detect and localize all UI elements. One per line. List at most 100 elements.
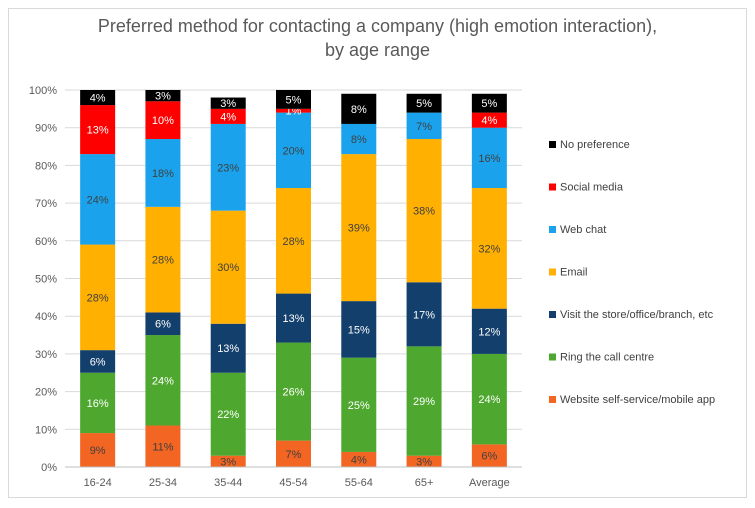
y-tick-label: 40%	[35, 311, 57, 323]
data-label: 18%	[152, 168, 174, 180]
bar-segment	[276, 293, 311, 343]
x-tick-label: 16-24	[84, 477, 112, 489]
bar-segment	[276, 440, 311, 467]
y-tick-label: 80%	[35, 160, 57, 172]
bar-segment	[80, 244, 116, 351]
legend-swatch	[549, 353, 556, 361]
bar-segment	[471, 353, 507, 445]
data-label: 6%	[90, 356, 106, 368]
y-tick-label: 50%	[35, 274, 57, 286]
bar-segment	[406, 93, 442, 113]
bar-segment	[276, 342, 311, 441]
data-label: 5%	[481, 98, 497, 110]
bar-segment	[276, 112, 311, 189]
bar-segment	[145, 425, 181, 467]
y-tick-label: 10%	[35, 424, 57, 436]
bar-segment	[276, 90, 311, 109]
bar-segment	[80, 90, 116, 106]
y-tick-label: 70%	[35, 198, 57, 210]
data-label: 12%	[478, 326, 500, 338]
legend-swatch	[549, 311, 556, 318]
x-tick-label: 25-34	[149, 477, 177, 489]
bar-segment	[80, 350, 116, 373]
legend-label: Ring the call centre	[560, 352, 654, 364]
y-tick-label: 90%	[35, 123, 57, 135]
y-tick-label: 20%	[35, 387, 57, 399]
legend-swatch	[549, 268, 556, 276]
bar-segment	[145, 139, 181, 207]
bar-segment	[471, 444, 507, 467]
bar-segment	[80, 372, 116, 434]
data-label: 6%	[155, 319, 171, 331]
bar-segment	[210, 108, 246, 124]
data-label: 24%	[152, 375, 174, 387]
bar-segment	[210, 97, 246, 109]
data-label: 28%	[152, 255, 174, 267]
chart-title: Preferred method for contacting a compan…	[0, 14, 755, 62]
legend-swatch	[549, 226, 556, 233]
data-label: 8%	[351, 104, 367, 116]
bar-segment	[406, 455, 442, 467]
data-label: 17%	[413, 309, 435, 321]
data-label: 4%	[90, 93, 106, 105]
data-label: 28%	[282, 236, 304, 248]
bar-segment	[341, 154, 377, 302]
bar-segment	[210, 372, 246, 456]
data-label: 6%	[481, 451, 497, 463]
legend-label: Website self-service/mobile app	[560, 394, 715, 406]
data-label: 4%	[220, 111, 236, 123]
y-tick-label: 0%	[41, 462, 57, 474]
x-tick-label: 45-54	[279, 477, 307, 489]
chart-title-line-2: by age range	[324, 40, 431, 60]
data-label: 15%	[348, 324, 370, 336]
data-label: 38%	[413, 206, 435, 218]
bar-segment	[406, 282, 442, 347]
data-label: 29%	[413, 396, 435, 408]
bar-segment	[341, 123, 377, 155]
data-label: 30%	[217, 262, 239, 274]
data-label: 25%	[348, 400, 370, 412]
bar-segment	[276, 188, 311, 294]
data-label: 5%	[286, 94, 302, 106]
bar-segment	[210, 323, 246, 373]
data-label: 13%	[282, 313, 304, 325]
data-label: 13%	[217, 343, 239, 355]
bar-segment	[471, 188, 507, 309]
chart-title-line-1: Preferred method for contacting a compan…	[97, 16, 658, 36]
bar-segment	[145, 206, 181, 313]
legend-swatch	[549, 141, 556, 148]
bar-segment	[341, 93, 377, 124]
data-label: 4%	[481, 115, 497, 127]
x-tick-label: 55-64	[345, 477, 373, 489]
data-label: 23%	[217, 162, 239, 174]
bar-segment	[145, 90, 181, 102]
data-label: 24%	[87, 194, 109, 206]
data-label: 13%	[87, 125, 109, 137]
data-label: 22%	[217, 409, 239, 421]
data-label: 26%	[282, 387, 304, 399]
bar-segment	[406, 112, 442, 140]
bar-segment	[406, 346, 442, 456]
data-label: 11%	[152, 441, 173, 453]
bar-segment	[341, 451, 377, 467]
legend-swatch	[549, 396, 556, 403]
bar-segment	[471, 112, 507, 128]
data-label: 32%	[478, 243, 500, 255]
bar-segment	[471, 308, 507, 354]
data-label: 20%	[282, 145, 304, 157]
data-label: 4%	[351, 454, 367, 466]
data-label: 16%	[87, 398, 109, 410]
y-tick-label: 100%	[29, 85, 57, 97]
bar-segment	[341, 301, 377, 358]
x-tick-label: 65+	[415, 477, 434, 489]
bar-segment	[145, 312, 181, 336]
legend-swatch	[549, 183, 556, 191]
bar-segment	[145, 335, 181, 426]
data-label: 3%	[220, 98, 236, 110]
data-label: 9%	[90, 445, 106, 457]
x-tick-label: Average	[469, 477, 510, 489]
data-label: 3%	[416, 456, 432, 468]
bar-segment	[406, 139, 442, 283]
data-label: 39%	[348, 223, 370, 235]
data-label: 3%	[155, 91, 171, 103]
